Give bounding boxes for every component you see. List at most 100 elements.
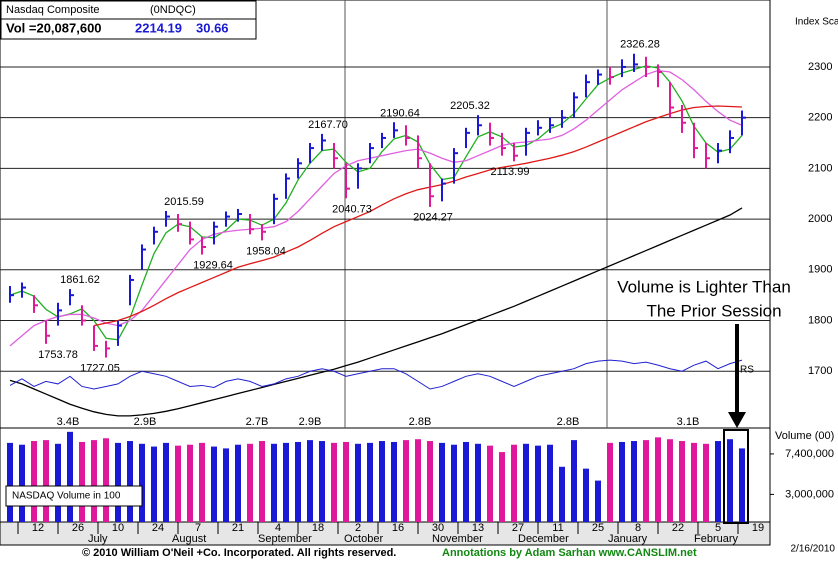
volume-bar [43, 440, 49, 522]
volume-bar [319, 441, 325, 522]
volume-bar [691, 442, 697, 522]
volume-bar [403, 440, 409, 522]
price-label: 1929.64 [193, 260, 233, 272]
x-tick-label: 8 [635, 522, 641, 534]
volume-bar [619, 441, 625, 522]
price-label: 2326.28 [620, 39, 660, 51]
volume-bar [439, 442, 445, 522]
volume-label: 2.8B [557, 416, 580, 428]
line-rs [9, 359, 743, 390]
x-tick-label: 7 [195, 522, 201, 534]
volume-bar [583, 468, 589, 522]
month-label: October [344, 533, 383, 545]
volume-tick-label: 7,400,000 [785, 448, 834, 460]
line-21-day [9, 69, 743, 347]
month-label: December [518, 533, 569, 545]
x-tick-label: 22 [672, 522, 684, 534]
volume-bar [79, 441, 85, 522]
x-tick-label: 5 [715, 522, 721, 534]
volume-bar [31, 441, 37, 522]
line-200-day [9, 207, 743, 417]
month-label: November [432, 533, 483, 545]
header-box [0, 0, 257, 40]
volume-bar [367, 442, 373, 522]
volume-bar [55, 443, 61, 522]
price-label: 2024.27 [413, 212, 453, 224]
volume-label: 3.4B [57, 416, 80, 428]
volume-tick-label: 3,000,000 [785, 488, 834, 500]
volume-bar [391, 441, 397, 522]
volume-bar [463, 441, 469, 522]
volume-bar [211, 446, 217, 522]
volume-label: 2.7B [246, 416, 269, 428]
volume-bar [115, 442, 121, 522]
volume-bar [547, 444, 553, 522]
volume-bar [175, 445, 181, 522]
volume-bar [235, 444, 241, 522]
plot [7, 53, 746, 522]
volume-label: 2.9B [134, 416, 157, 428]
price-label: 2040.73 [332, 203, 372, 215]
x-tick-label: 25 [592, 522, 604, 534]
volume-bar [607, 442, 613, 522]
volume-bar [163, 442, 169, 522]
volume-bar [379, 441, 385, 522]
annotation: Volume is Lighter Than [617, 277, 791, 296]
footer: © 2010 William O'Neil +Co. Incorporated.… [82, 547, 396, 559]
volume-bar [427, 441, 433, 522]
volume-bar [331, 442, 337, 522]
volume-text: Vol =20,087,600 [6, 20, 102, 35]
volume-bar [7, 442, 13, 522]
volume-bar [307, 440, 313, 522]
x-tick-label: 2 [355, 522, 361, 534]
volume-bar [355, 443, 361, 522]
price-label: 1958.04 [246, 245, 286, 257]
volume-legend: NASDAQ Volume in 100 [12, 491, 121, 502]
volume-bar [247, 443, 253, 522]
x-tick-label: 27 [512, 522, 524, 534]
volume-bar [739, 448, 745, 522]
volume-bar [487, 445, 493, 522]
annotation-arrowhead [728, 412, 746, 428]
line-10-day [9, 65, 743, 341]
volume-bar [259, 441, 265, 522]
price-label: 2190.64 [380, 107, 420, 119]
volume-bar [559, 466, 565, 522]
x-tick-label: 30 [432, 522, 444, 534]
volume-bar [667, 439, 673, 522]
symbol: (0NDQC) [150, 4, 196, 16]
line-50-day [93, 105, 743, 327]
price-label: 2015.59 [164, 196, 204, 208]
volume-bar [19, 444, 25, 522]
volume-bar [523, 443, 529, 522]
volume-label: 2.9B [299, 416, 322, 428]
volume-bar [151, 446, 157, 522]
x-tick-label: 18 [312, 522, 324, 534]
volume-bar [631, 441, 637, 522]
plot-frame [0, 0, 771, 523]
volume-bar [643, 440, 649, 522]
volume-bar [271, 443, 277, 522]
volume-label: 3.1B [677, 416, 700, 428]
change: 30.66 [196, 20, 229, 35]
volume-bar [223, 448, 229, 522]
volume-bar [703, 443, 709, 522]
x-tick-label: 11 [552, 522, 563, 534]
price-label: 1861.62 [60, 274, 100, 286]
price-label: 1753.78 [38, 349, 78, 361]
volume-bar [595, 480, 601, 522]
x-tick-label: 16 [392, 522, 404, 534]
price-label: 2167.70 [308, 119, 348, 131]
x-tick-label: 26 [72, 522, 84, 534]
volume-legend-box [5, 485, 143, 507]
month-label: February [694, 533, 739, 545]
x-tick-label: 10 [112, 522, 124, 534]
footer-credit: Annotations by Adam Sarhan www.CANSLIM.n… [442, 547, 697, 559]
volume-bar [415, 439, 421, 522]
y-tick-label: 2300 [808, 61, 832, 73]
x-tick-label: 21 [232, 522, 244, 534]
x-tick-label: 13 [472, 522, 484, 534]
price-label: 2205.32 [450, 100, 490, 112]
volume-bar [727, 439, 733, 522]
